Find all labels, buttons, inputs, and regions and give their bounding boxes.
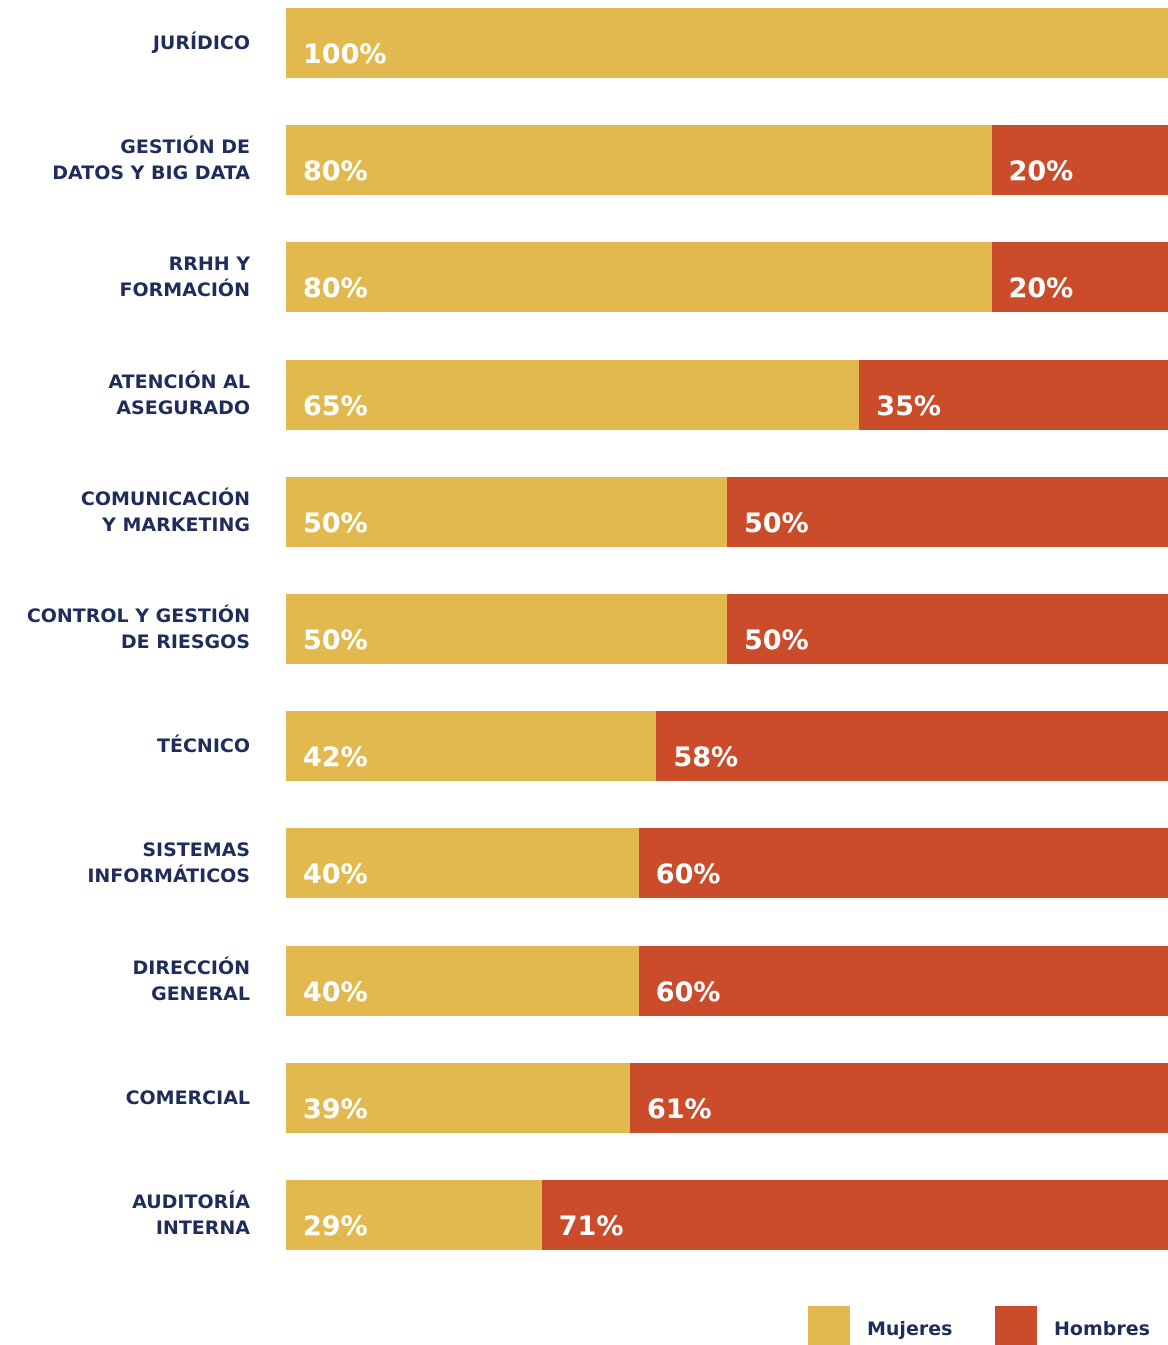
legend-swatch <box>808 1306 850 1345</box>
bar-segment <box>638 945 1168 1016</box>
value-label: 29% <box>303 1211 368 1242</box>
bar-segment <box>727 476 1168 547</box>
bar-segment <box>286 1180 542 1250</box>
value-label: 60% <box>655 859 721 891</box>
value-label: 80% <box>303 156 368 188</box>
value-label: 40% <box>303 976 368 1008</box>
value-label: 39% <box>303 1093 368 1125</box>
bar-segment <box>286 242 992 313</box>
bar-segment <box>638 828 1168 899</box>
value-label: 20% <box>1008 156 1074 188</box>
value-label: 60% <box>655 976 721 1008</box>
bar-segment <box>286 945 639 1016</box>
bar-segment <box>991 242 1168 313</box>
bar-segment <box>286 476 727 547</box>
value-label: 65% <box>303 390 368 422</box>
bar-segment <box>991 125 1168 196</box>
value-label: 40% <box>303 859 368 891</box>
category-label: DIRECCIÓN GENERAL <box>132 956 250 1005</box>
category-label: CONTROL Y GESTIÓN DE RIESGOS <box>26 605 250 653</box>
bar-segment <box>286 359 860 430</box>
value-label: 35% <box>876 390 941 422</box>
bar-segment <box>286 8 1168 78</box>
category-label: ATENCIÓN AL ASEGURADO <box>108 370 250 419</box>
category-label: SISTEMAS INFORMÁTICOS <box>87 839 250 888</box>
bar-segment <box>629 1062 1168 1133</box>
category-label: JURÍDICO <box>152 32 250 54</box>
legend-swatch <box>995 1306 1037 1345</box>
value-label: 58% <box>673 742 739 774</box>
category-label: TÉCNICO <box>157 735 250 758</box>
category-label: AUDITORÍA INTERNA <box>132 1191 250 1239</box>
bar-segment <box>286 125 992 196</box>
bar-segment <box>286 711 657 782</box>
bar-segment <box>727 594 1168 664</box>
bar-segment <box>541 1180 1168 1250</box>
value-label: 100% <box>303 39 387 70</box>
bar-segment <box>859 359 1168 430</box>
legend-label: Mujeres <box>867 1318 953 1340</box>
bar-segment <box>286 1062 630 1133</box>
value-label: 42% <box>303 742 368 774</box>
value-label: 50% <box>744 625 809 656</box>
value-label: 50% <box>303 507 368 539</box>
category-label: COMUNICACIÓN Y MARKETING <box>80 487 250 536</box>
value-label: 61% <box>646 1093 712 1125</box>
value-label: 20% <box>1008 273 1074 305</box>
category-label: GESTIÓN DE DATOS Y BIG DATA <box>52 136 250 185</box>
category-label: RRHH Y FORMACIÓN <box>119 253 250 302</box>
value-label: 80% <box>303 273 368 305</box>
legend-label: Hombres <box>1054 1318 1150 1340</box>
value-label: 50% <box>303 625 368 656</box>
bar-segment <box>286 828 639 899</box>
value-label: 50% <box>744 507 809 539</box>
value-label: 71% <box>558 1211 624 1242</box>
bar-segment <box>656 711 1168 782</box>
category-label: COMERCIAL <box>125 1086 250 1109</box>
bar-segment <box>286 594 727 664</box>
